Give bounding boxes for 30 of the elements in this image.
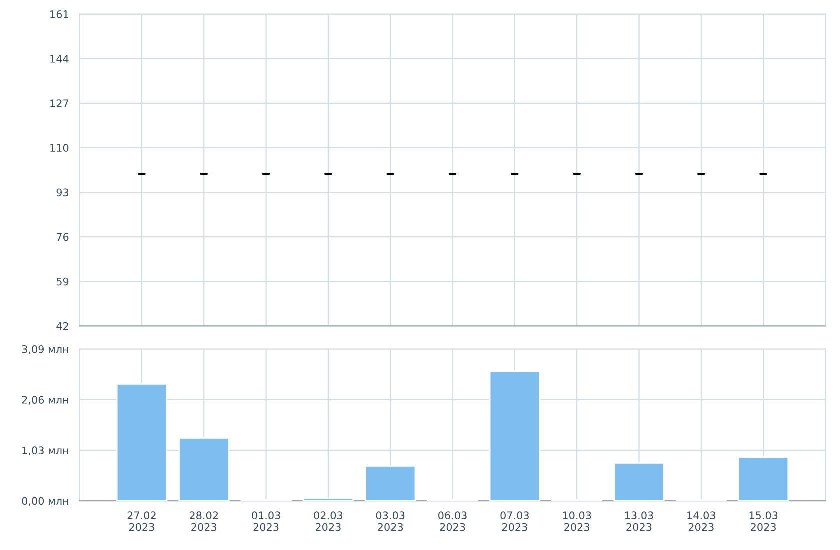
x-tick-label: 13.03 2023 <box>625 512 654 532</box>
y-tick-label: 161 <box>50 10 68 18</box>
x-tick-label: 15.03 2023 <box>750 512 778 532</box>
y-tick-label: 3,09 млн <box>22 345 68 354</box>
x-tick-label: 06.03 2023 <box>438 512 467 532</box>
x-tick-label: 03.03 2023 <box>376 512 405 532</box>
x-tick-label: 10.03 2023 <box>563 512 592 532</box>
bar <box>178 437 230 502</box>
y-tick-label: 1,03 млн <box>22 446 68 456</box>
y-tick-label: 0,00 млн <box>22 497 68 506</box>
bar <box>738 456 790 502</box>
y-tick-label: 144 <box>50 55 69 63</box>
x-tick-label: 01.03 2023 <box>252 512 280 532</box>
y-tick-label: 2,06 млн <box>22 396 68 406</box>
bar <box>614 462 665 502</box>
x-tick-label: 14.03 2023 <box>688 512 716 532</box>
x-tick-label: 02.03 2023 <box>314 512 343 532</box>
y-tick-label: 59 <box>56 278 69 286</box>
y-tick-label: 93 <box>56 188 69 197</box>
bar <box>116 383 168 502</box>
y-tick-label: 76 <box>56 233 69 242</box>
y-tick-label: 42 <box>56 322 68 330</box>
y-tick-label: 110 <box>50 144 69 152</box>
y-tick-label: 127 <box>50 100 68 108</box>
bar <box>489 370 540 502</box>
bar <box>365 465 416 502</box>
x-tick-label: 07.03 2023 <box>500 512 529 532</box>
x-tick-label: 28.02 2023 <box>190 512 218 532</box>
x-tick-label: 27.02 2023 <box>128 512 156 532</box>
bar <box>302 498 354 502</box>
